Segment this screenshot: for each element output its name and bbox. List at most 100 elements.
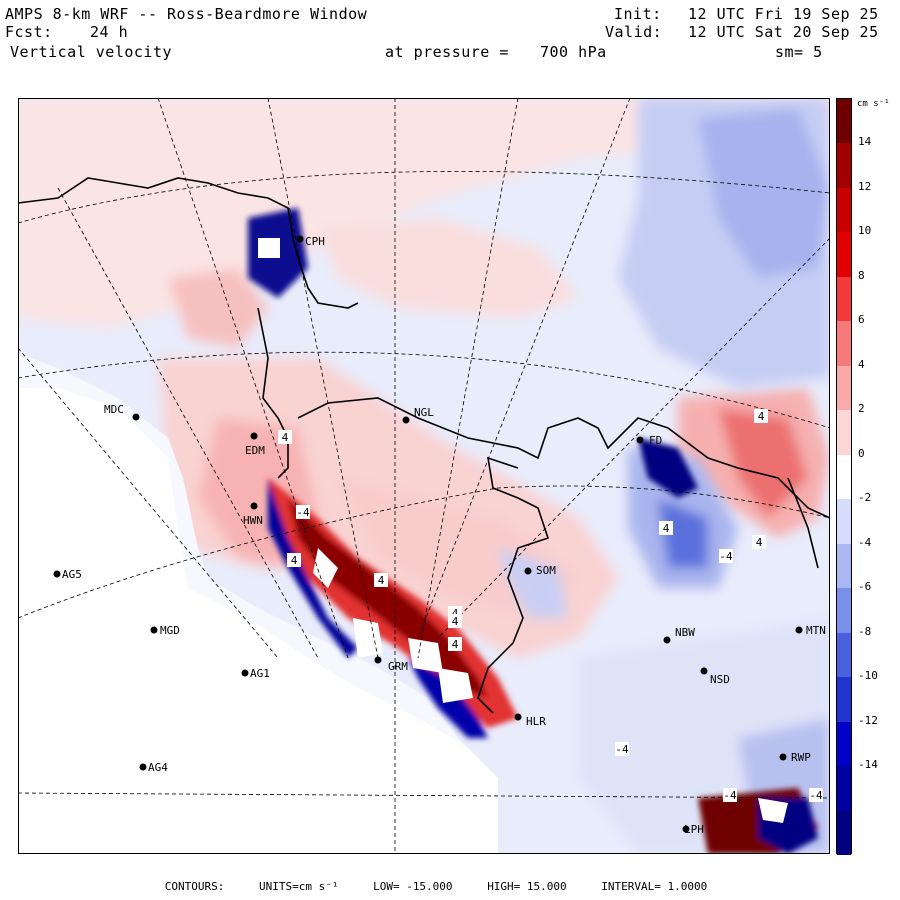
colorbar-tick-label: 6 [858, 313, 865, 327]
svg-text:NBW: NBW [675, 626, 695, 639]
forecast-label: Fcst: [5, 23, 53, 41]
mountain-band [248, 208, 818, 854]
vertical-velocity-map: 4 -4 4 4 4 4 -4 4 -4 4 4 -4 4 -4 CPH MDC… [18, 98, 830, 854]
colorbar-segment [837, 410, 851, 456]
map-panel: 4 -4 4 4 4 4 -4 4 -4 4 4 -4 4 -4 CPH MDC… [18, 98, 830, 854]
colorbar-segment [837, 543, 851, 589]
footer-contours-label: CONTOURS: [164, 880, 225, 893]
station-edm: EDM [245, 432, 265, 457]
init-label: Init: [614, 5, 662, 23]
station-markers: CPH MDC NGL EDM HWN AG5 MGD AG1 AG4 SOM … [53, 235, 826, 836]
footer-low: LOW= -15.000 [373, 880, 453, 893]
station-mdc: MDC [104, 403, 140, 421]
colorbar-segment [837, 677, 851, 723]
svg-text:NSD: NSD [710, 673, 730, 686]
colorbar-segment [837, 99, 851, 144]
variable-name: Vertical velocity [10, 43, 173, 61]
svg-text:EDM: EDM [245, 444, 265, 457]
station-ag1: AG1 [241, 667, 270, 680]
station-rwp: RWP [779, 751, 811, 764]
svg-text:CPH: CPH [305, 235, 325, 248]
map-border [18, 98, 830, 854]
colorbar-segment [837, 810, 851, 856]
colorbar-segment [837, 276, 851, 322]
colorbar-segment [837, 499, 851, 545]
contour-label: -4 [809, 789, 823, 802]
ice-plateau-lower [18, 798, 498, 854]
init-time: 12 UTC Fri 19 Sep 25 [688, 5, 879, 23]
colorbar-segment [837, 232, 851, 278]
station-grm: GRM [374, 656, 408, 673]
colorbar [836, 98, 852, 856]
contour-label: 4 [282, 431, 289, 444]
station-nsd: NSD [700, 667, 730, 686]
contour-label: 4 [452, 638, 459, 651]
colorbar-segment [837, 766, 851, 812]
station-nbw: NBW [663, 626, 695, 644]
colorbar-tick-label: -10 [858, 669, 878, 683]
svg-text:AG1: AG1 [250, 667, 270, 680]
footer-units: UNITS=cm s⁻¹ [258, 880, 339, 893]
svg-text:SOM: SOM [536, 564, 556, 577]
coastline [18, 177, 830, 714]
svg-text:NGL: NGL [414, 406, 434, 419]
svg-text:MGD: MGD [160, 624, 180, 637]
contour-label: -4 [296, 506, 310, 519]
svg-text:MTN: MTN [806, 624, 826, 637]
contour-label: 4 [291, 554, 298, 567]
colorbar-tick-label: -4 [858, 535, 872, 549]
svg-text:MDC: MDC [104, 403, 124, 416]
station-cph: CPH [296, 235, 325, 248]
footer-high: HIGH= 15.000 [487, 880, 567, 893]
colorbar-segment [837, 632, 851, 678]
contour-label: 4 [663, 522, 670, 535]
colorbar-tick-label: 4 [858, 357, 865, 371]
station-ag5: AG5 [53, 568, 82, 581]
colorbar-tick-label: 0 [858, 446, 865, 460]
svg-text:FD: FD [649, 434, 662, 447]
station-mtn: MTN [795, 624, 826, 637]
colorbar-units: cm s⁻¹ [857, 99, 890, 109]
ice-plateau [18, 388, 498, 798]
station-mgd: MGD [150, 624, 180, 637]
colorbar-segment [837, 187, 851, 233]
colorbar-segment [837, 321, 851, 367]
svg-text:RWP: RWP [791, 751, 811, 764]
colorbar-tick-label: 10 [858, 224, 872, 238]
svg-text:LPH: LPH [684, 823, 704, 836]
colorbar-tick-label: -12 [858, 713, 878, 727]
colorbar-tick-label: -6 [858, 580, 872, 594]
contour-label: 4 [378, 574, 385, 587]
forecast-hours: 24 h [90, 23, 129, 41]
colorbar-tick-label: 14 [858, 135, 872, 149]
svg-text:HWN: HWN [243, 514, 263, 527]
pressure-label: at pressure = [385, 43, 509, 61]
colorbar-tick-label: 8 [858, 268, 865, 282]
map-title: AMPS 8-km WRF -- Ross-Beardmore Window [5, 5, 368, 23]
pressure-value: 700 hPa [540, 43, 607, 61]
contour-label: 4 [758, 410, 765, 423]
svg-text:GRM: GRM [388, 660, 408, 673]
colorbar-tick-label: -2 [858, 491, 872, 505]
colorbar-segment [837, 721, 851, 767]
colorbar-segment [837, 365, 851, 411]
graticule [18, 98, 830, 854]
station-lph: LPH [682, 823, 704, 836]
contour-label: 4 [452, 607, 459, 620]
station-fd: FD [636, 434, 662, 447]
colorbar-segment [837, 454, 851, 500]
valid-label: Valid: [605, 23, 663, 41]
colorbar-tick-label: 2 [858, 402, 865, 416]
contour-label: -4 [615, 743, 629, 756]
colorbar-segment [837, 588, 851, 634]
footer-contour-info: CONTOURS: UNITS=cm s⁻¹ LOW= -15.000 HIGH… [0, 880, 900, 893]
station-ag4: AG4 [139, 761, 168, 774]
contour-label: -4 [719, 550, 733, 563]
colorbar-tick-label: -14 [858, 758, 878, 772]
station-som: SOM [524, 564, 556, 577]
footer-interval: INTERVAL= 1.0000 [601, 880, 708, 893]
svg-text:HLR: HLR [526, 715, 546, 728]
station-ngl: NGL [402, 406, 434, 424]
contour-labels: 4 -4 4 4 4 4 -4 4 -4 4 4 -4 4 -4 [278, 409, 823, 802]
terrain-mask [258, 238, 788, 823]
